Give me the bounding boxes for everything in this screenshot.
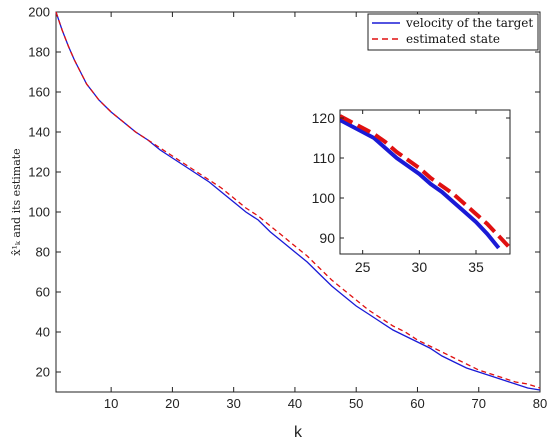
inset-ticks: 25 30 35 90 100 110 120 [312, 110, 510, 275]
main-axes [55, 11, 541, 393]
inset-lines [340, 114, 510, 250]
y-tick-label: 60 [36, 285, 50, 300]
y-tick-label: 160 [28, 85, 50, 100]
inset-estimate-line [340, 114, 510, 250]
x-tick-label: 20 [165, 396, 179, 411]
y-tick-label: 100 [28, 205, 50, 220]
inset-x-tick-label: 25 [355, 259, 371, 275]
y-axis-label: x̂¹ₖ and its estimate [10, 148, 23, 255]
main-ticks: 10 20 30 40 50 60 70 80 20 40 60 80 100 120 140 160 180 2… [28, 5, 547, 412]
legend-box [367, 13, 539, 51]
inset-y-tick-label: 120 [312, 110, 336, 126]
inset-velocity-line [340, 118, 501, 250]
x-tick-label: 80 [533, 396, 547, 411]
legend-label-velocity: velocity of the target [405, 16, 533, 30]
legend: velocity of the target estimated state [367, 13, 539, 51]
inset-x-tick-label: 35 [468, 259, 484, 275]
y-tick-label: 80 [36, 245, 50, 260]
x-tick-label: 50 [349, 396, 363, 411]
x-tick-label: 30 [226, 396, 240, 411]
legend-label-estimate: estimated state [406, 32, 500, 46]
y-tick-label: 40 [36, 325, 50, 340]
plot-frame [55, 11, 541, 393]
x-tick-label: 70 [471, 396, 485, 411]
x-axis-label: k [294, 424, 303, 441]
inset-zoom: 25 30 35 90 100 110 120 [312, 109, 511, 275]
y-tick-label: 120 [28, 165, 50, 180]
x-tick-label: 60 [410, 396, 424, 411]
inset-y-tick-label: 110 [313, 150, 336, 166]
y-tick-label: 140 [28, 125, 50, 140]
x-tick-label: 10 [104, 396, 118, 411]
inset-x-tick-label: 30 [412, 259, 428, 275]
y-tick-label: 200 [28, 5, 50, 20]
inset-y-tick-label: 100 [312, 190, 336, 206]
x-tick-label: 40 [288, 396, 302, 411]
y-tick-label: 180 [28, 45, 50, 60]
series-velocity-line [55, 11, 541, 391]
main-lines [55, 11, 541, 391]
y-tick-label: 20 [36, 365, 50, 380]
inset-y-tick-label: 90 [319, 230, 335, 246]
